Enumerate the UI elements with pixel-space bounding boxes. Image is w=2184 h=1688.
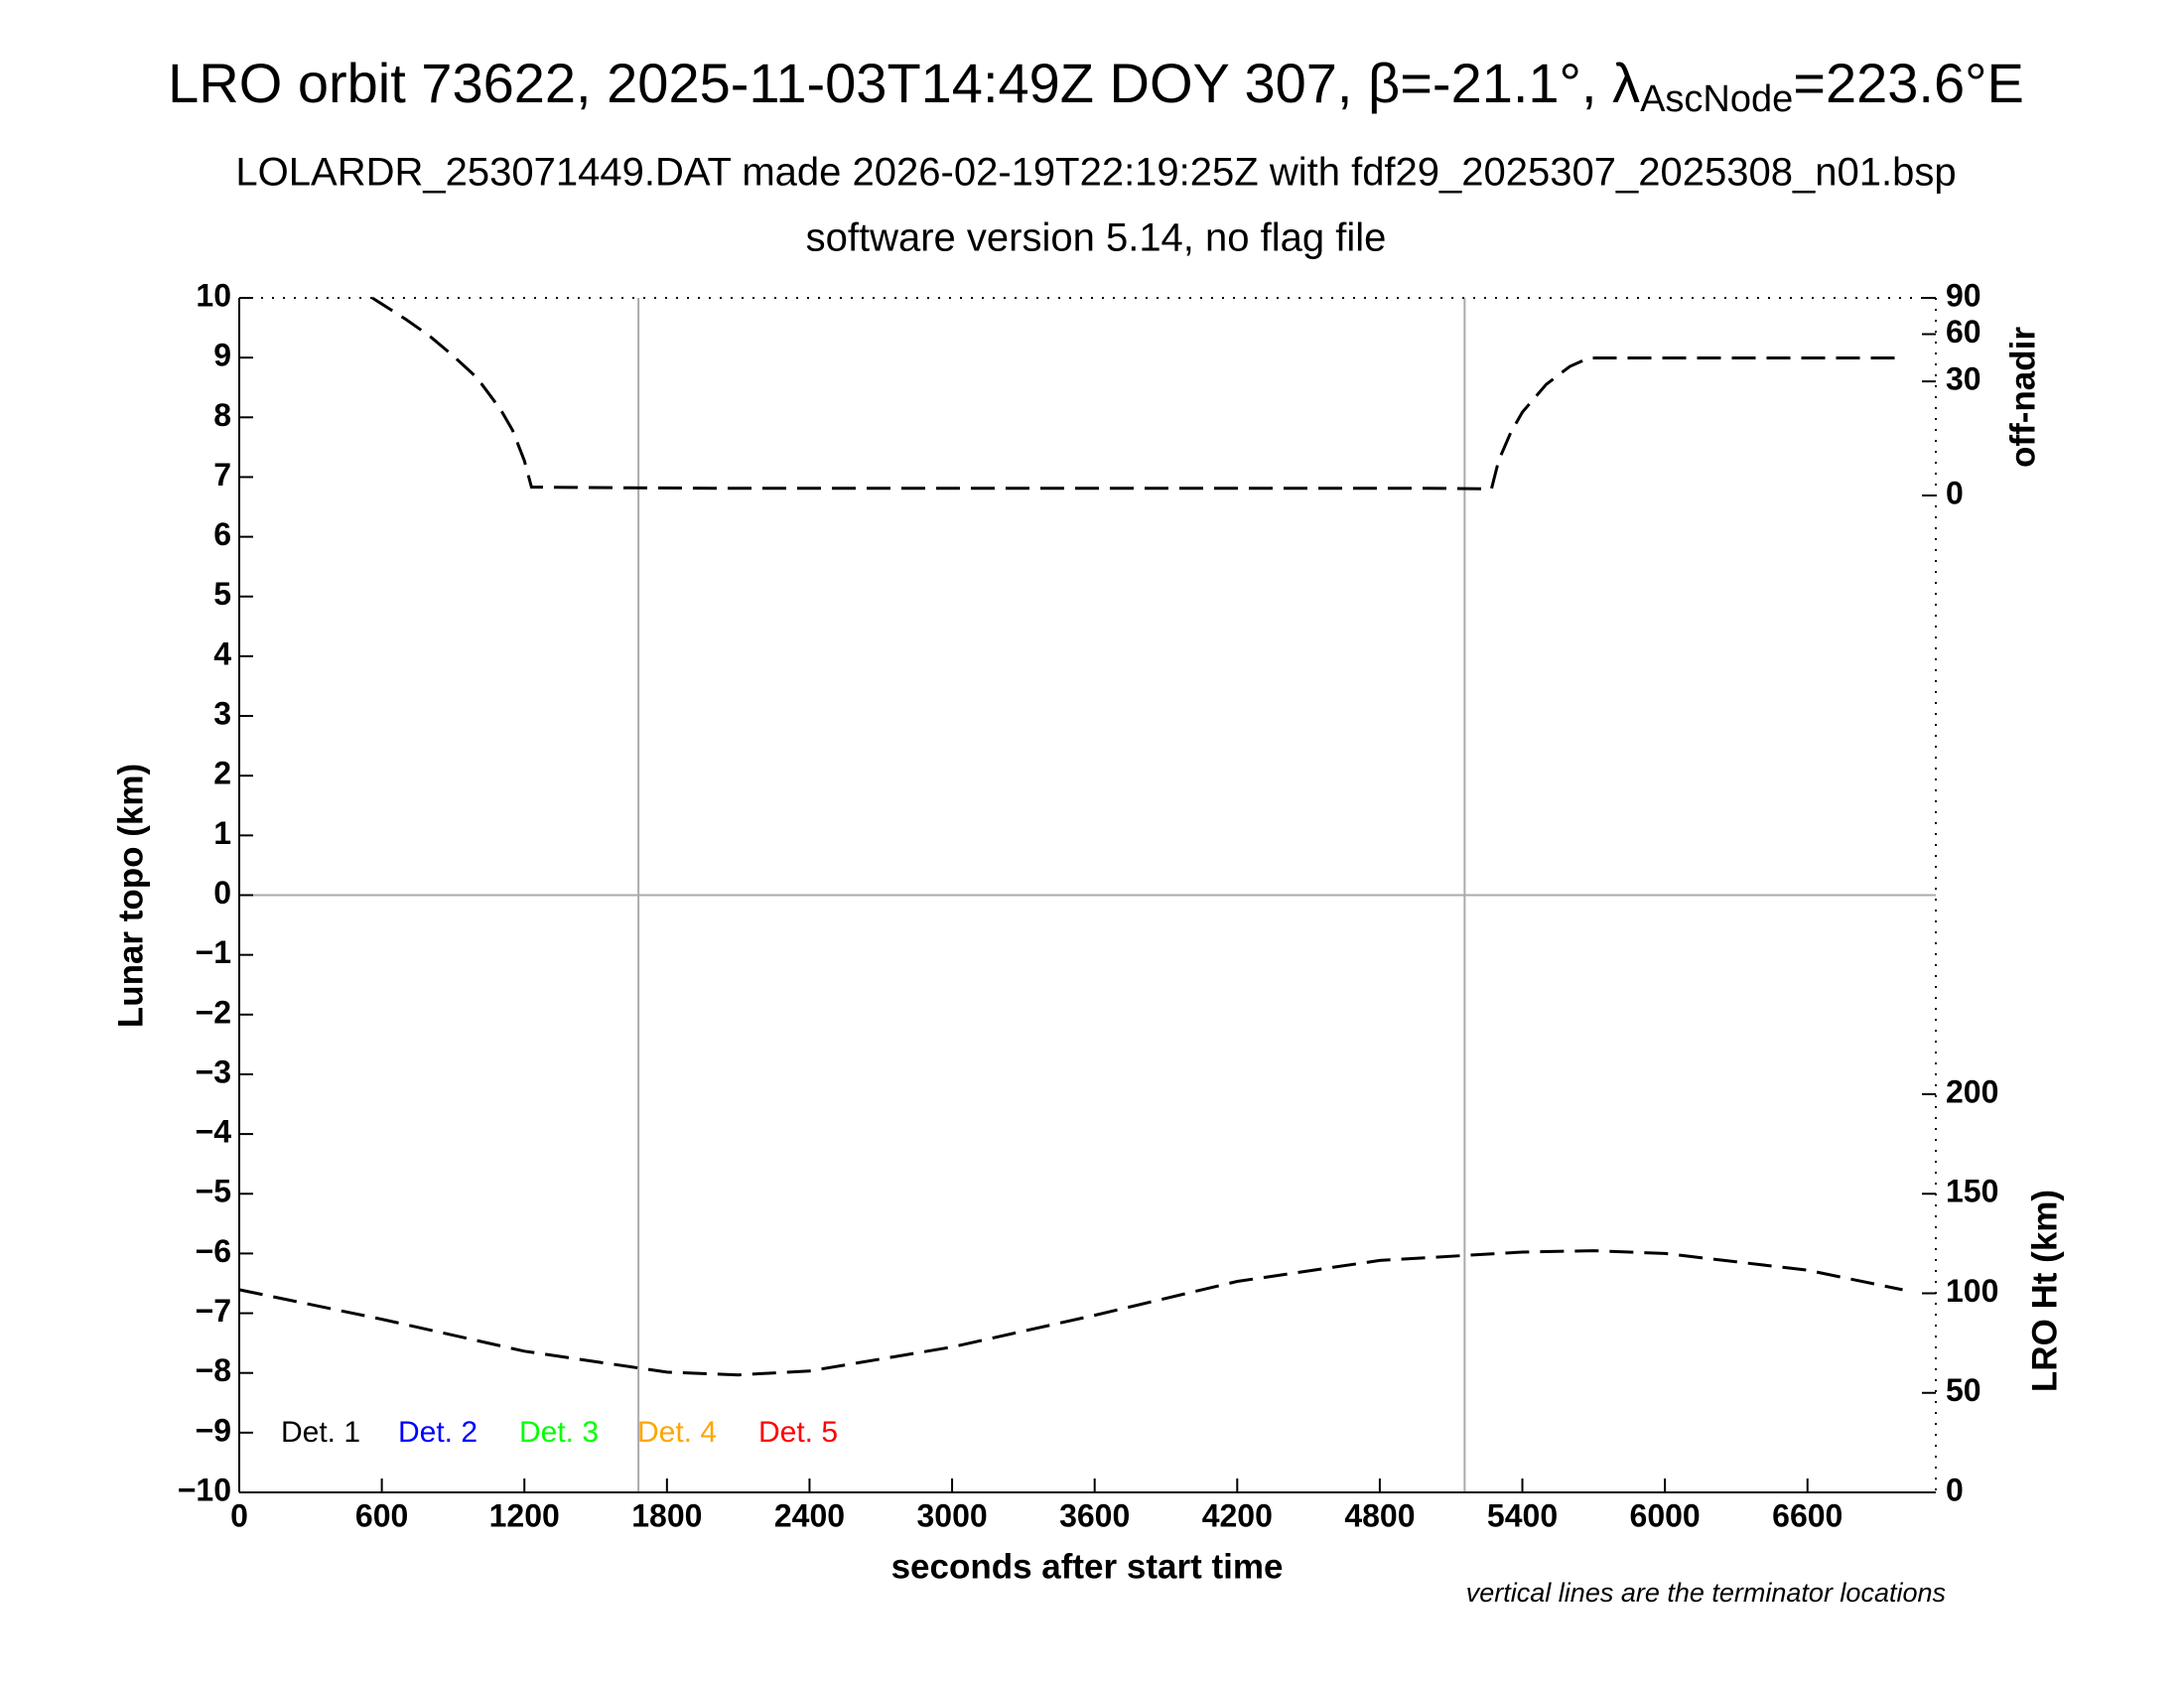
x-tick-label: 4800	[1344, 1497, 1415, 1533]
y-axis-label: Lunar topo (km)	[111, 764, 150, 1028]
y3-tick-label: 200	[1946, 1073, 1998, 1109]
x-tick-label: 1200	[489, 1497, 560, 1533]
y-tick-label: −6	[196, 1233, 231, 1269]
y-tick-label: −10	[178, 1472, 231, 1507]
y2-axis-label: off-nadir	[2003, 327, 2042, 468]
y-tick-label: −8	[196, 1352, 231, 1388]
y-tick-label: 1	[213, 815, 231, 851]
y-tick-label: 8	[213, 397, 231, 433]
y-tick-label: 5	[213, 576, 231, 612]
data-line	[371, 296, 1903, 491]
y3-tick-label: 0	[1946, 1472, 1964, 1507]
y-tick-label: 4	[213, 635, 231, 671]
y-tick-label: 3	[213, 696, 231, 732]
y2-tick-label: 30	[1946, 361, 1981, 397]
subtitle: LOLARDR_253071449.DAT made 2026-02-19T22…	[235, 151, 1956, 195]
subtitle: software version 5.14, no flag file	[806, 216, 1387, 260]
y-tick-label: −7	[196, 1293, 231, 1329]
data-line	[238, 1249, 1903, 1377]
title-main: LRO orbit 73622, 2025-11-03T14:49Z DOY 3…	[168, 52, 1640, 114]
y-tick-label: 2	[213, 756, 231, 791]
legend-entry: Det. 1	[281, 1416, 360, 1449]
y2-tick-label: 60	[1946, 314, 1981, 350]
y3-tick-label: 150	[1946, 1174, 1998, 1209]
x-tick-label: 2400	[774, 1497, 845, 1533]
x-tick-label: 3000	[916, 1497, 987, 1533]
y-tick-label: 0	[213, 875, 231, 911]
legend-entry: Det. 4	[637, 1416, 717, 1449]
y-tick-label: 6	[213, 516, 231, 552]
title-tail: =223.6°E	[1793, 52, 2024, 114]
x-tick-label: 3600	[1059, 1497, 1130, 1533]
y-tick-label: 9	[213, 338, 231, 373]
x-tick-label: 0	[230, 1497, 248, 1533]
chart-title: LRO orbit 73622, 2025-11-03T14:49Z DOY 3…	[168, 52, 2024, 120]
y2-tick-label: 90	[1946, 277, 1981, 313]
x-tick-label: 4200	[1202, 1497, 1273, 1533]
x-tick-label: 5400	[1487, 1497, 1558, 1533]
y-tick-label: −3	[196, 1054, 231, 1089]
legend-entry: Det. 5	[758, 1416, 838, 1449]
y3-tick-label: 100	[1946, 1273, 1998, 1309]
y-tick-label: −9	[196, 1412, 231, 1448]
y-tick-label: 7	[213, 457, 231, 492]
x-axis-label: seconds after start time	[891, 1547, 1284, 1586]
x-tick-label: 6000	[1630, 1497, 1701, 1533]
x-tick-label: 600	[355, 1497, 408, 1533]
y-tick-label: 10	[196, 277, 231, 313]
y2-tick-label: 0	[1946, 475, 1964, 510]
y-tick-label: −5	[196, 1174, 231, 1209]
y-tick-label: −4	[196, 1114, 232, 1150]
title-subscript: AscNode	[1640, 78, 1793, 120]
x-tick-label: 6600	[1772, 1497, 1843, 1533]
y-tick-label: −1	[196, 934, 231, 970]
y3-tick-label: 50	[1946, 1372, 1981, 1408]
footnote: vertical lines are the terminator locati…	[1466, 1578, 1946, 1608]
y-tick-label: −2	[196, 994, 231, 1030]
y3-axis-label: LRO Ht (km)	[2025, 1190, 2064, 1392]
legend-entry: Det. 3	[519, 1416, 599, 1449]
x-tick-label: 1800	[631, 1497, 702, 1533]
legend-entry: Det. 2	[398, 1416, 478, 1449]
